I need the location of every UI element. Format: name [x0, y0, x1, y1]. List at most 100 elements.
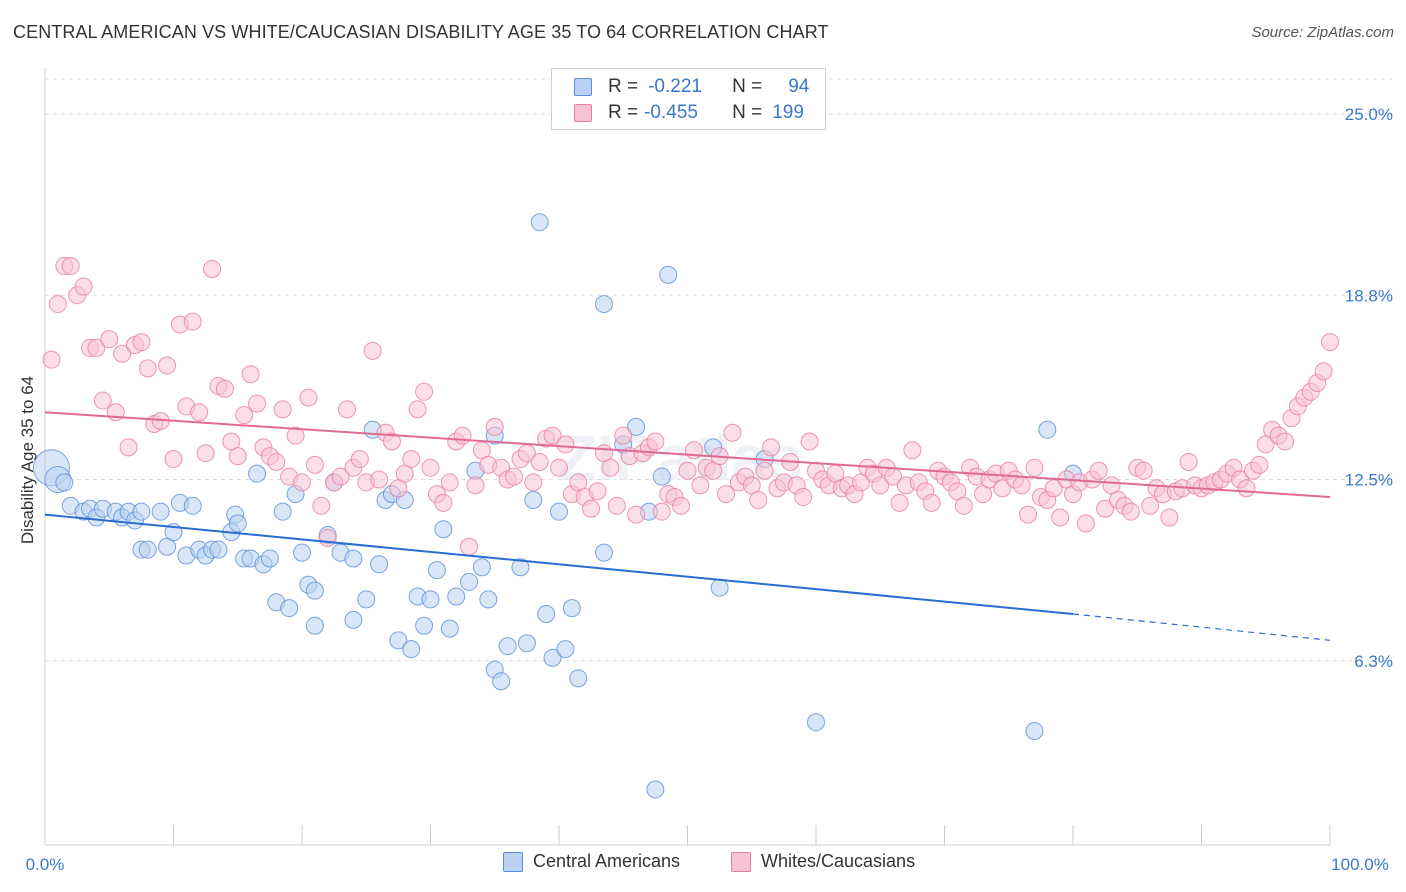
data-point-white — [228, 447, 247, 466]
data-point-central-american — [402, 640, 421, 659]
data-point-white — [434, 493, 453, 512]
data-point-white — [524, 473, 543, 492]
trend-line-central-americans-extension — [1072, 613, 1331, 641]
data-point-white — [273, 400, 292, 419]
data-point-white — [749, 490, 768, 509]
y-axis-label: Disability Age 35 to 64 — [18, 375, 37, 545]
data-point-white — [138, 359, 157, 378]
data-point-white — [1141, 496, 1160, 515]
data-point-white — [530, 452, 549, 471]
y-tick-label: 18.8% — [1345, 286, 1393, 305]
data-point-white — [582, 499, 601, 518]
legend-label: Whites/Caucasians — [761, 851, 916, 871]
trend-line-whites — [44, 411, 1331, 499]
data-point-white — [1096, 499, 1115, 518]
data-point-central-american — [357, 590, 376, 609]
data-point-white — [1160, 508, 1179, 527]
data-point-white — [196, 444, 215, 463]
data-point-white — [1121, 502, 1140, 521]
data-point-white — [248, 394, 267, 413]
data-point-white — [672, 496, 691, 515]
data-point-central-american — [344, 549, 363, 568]
data-point-white — [119, 438, 138, 457]
r-label: R = — [608, 76, 639, 97]
data-point-central-american — [498, 637, 517, 656]
legend-item-whites[interactable]: Whites/Caucasians — [731, 851, 915, 872]
data-point-white — [646, 432, 665, 451]
data-point-white — [903, 441, 922, 460]
data-point-central-american — [594, 295, 613, 314]
stats-legend: R = -0.221 N = 94 R = -0.455 N = 199 — [551, 68, 826, 130]
data-point-central-american — [807, 713, 825, 732]
data-point-central-american — [293, 543, 311, 562]
data-point-white — [627, 505, 646, 524]
data-point-white — [286, 426, 305, 445]
blue-swatch — [574, 78, 592, 96]
data-point-central-american — [447, 587, 466, 606]
data-point-white — [614, 426, 633, 445]
data-point-central-american — [517, 634, 536, 653]
data-point-white — [382, 432, 401, 451]
data-point-white — [755, 461, 774, 480]
data-point-central-american — [183, 496, 202, 515]
y-tick-label: 12.5% — [1345, 471, 1393, 490]
data-point-white — [440, 473, 459, 492]
legend-item-central-americans[interactable]: Central Americans — [503, 851, 680, 872]
data-point-central-american — [659, 265, 678, 284]
r-label: R = — [608, 102, 639, 123]
data-point-central-american — [550, 502, 568, 521]
data-point-central-american — [479, 590, 498, 609]
blue-swatch — [503, 851, 523, 872]
data-point-white — [762, 438, 781, 457]
data-point-central-american — [530, 213, 549, 232]
data-point-central-american — [138, 540, 157, 559]
data-point-central-american — [273, 502, 292, 521]
data-point-white — [183, 312, 202, 331]
data-point-central-american — [344, 610, 363, 629]
data-point-white — [871, 476, 890, 495]
data-point-white — [1134, 461, 1153, 480]
legend-row-central-americans: R = -0.221 N = 94 — [574, 74, 809, 100]
data-point-white — [305, 455, 324, 474]
data-point-central-american — [434, 520, 453, 539]
chart-title: CENTRAL AMERICAN VS WHITE/CAUCASIAN DISA… — [13, 22, 829, 42]
n-value: 94 — [788, 76, 810, 97]
data-point-central-american — [260, 549, 279, 568]
data-point-white — [800, 432, 819, 451]
data-point-white — [267, 452, 286, 471]
data-point-white — [691, 476, 710, 495]
data-point-white — [460, 537, 479, 556]
data-point-white — [1314, 362, 1333, 381]
data-point-central-american — [472, 558, 491, 577]
data-point-central-american — [524, 490, 543, 509]
data-point-central-american — [594, 543, 613, 562]
data-point-white — [61, 257, 80, 276]
data-point-central-american — [511, 558, 530, 577]
data-point-white — [1051, 508, 1070, 527]
data-point-central-american — [569, 669, 588, 688]
data-point-central-american — [228, 514, 247, 533]
r-value: -0.221 — [648, 76, 702, 97]
data-point-central-american — [151, 502, 170, 521]
data-point-white — [954, 496, 973, 515]
data-point-central-american — [646, 780, 665, 799]
data-point-central-american — [440, 619, 459, 638]
data-point-white — [312, 496, 331, 515]
data-point-white — [723, 423, 742, 442]
data-point-white — [293, 473, 311, 492]
n-label: N = — [732, 102, 763, 123]
data-point-white — [402, 450, 421, 469]
data-point-white — [235, 406, 254, 425]
x-tick-label: 0.0% — [26, 855, 65, 874]
data-point-white — [164, 450, 183, 469]
data-point-central-american — [55, 473, 74, 492]
data-point-central-american — [305, 616, 324, 635]
data-point-white — [331, 467, 350, 486]
data-point-white — [543, 426, 562, 445]
pink-swatch — [731, 851, 751, 872]
data-point-white — [453, 426, 472, 445]
legend-label: Central Americans — [533, 851, 681, 871]
n-value: 199 — [772, 102, 804, 123]
data-point-white — [1276, 432, 1295, 451]
